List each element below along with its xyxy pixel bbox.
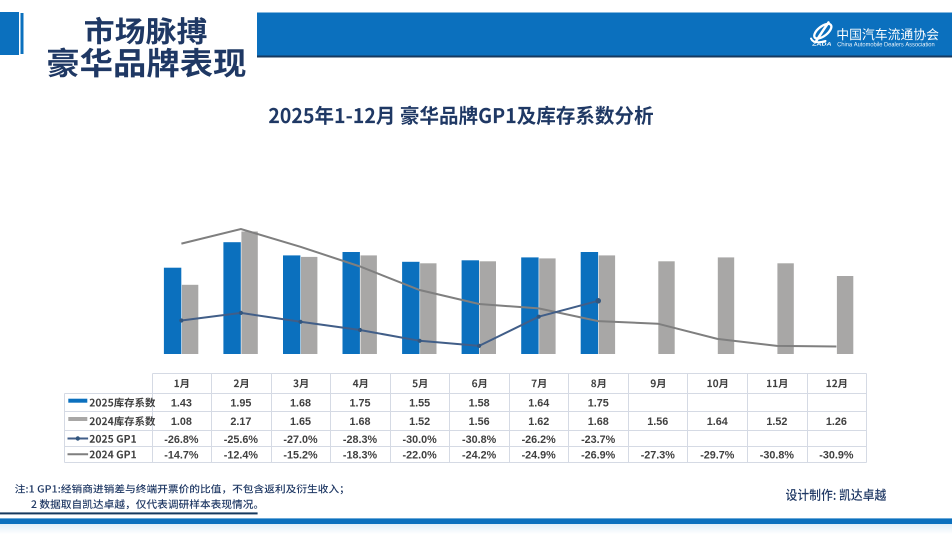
svg-text:-24.9%: -24.9% [522, 449, 557, 461]
svg-text:-18.3%: -18.3% [343, 449, 378, 461]
svg-text:1.58: 1.58 [469, 397, 490, 409]
svg-text:-30.8%: -30.8% [760, 449, 795, 461]
svg-text:1.64: 1.64 [528, 397, 549, 409]
svg-text:1.26: 1.26 [826, 416, 847, 428]
svg-text:-30.9%: -30.9% [819, 449, 854, 461]
svg-text:-23.7%: -23.7% [581, 434, 616, 446]
svg-text:-26.8%: -26.8% [164, 434, 199, 446]
svg-text:1.75: 1.75 [588, 397, 609, 409]
svg-text:1.65: 1.65 [290, 416, 311, 428]
svg-text:-12.4%: -12.4% [224, 449, 259, 461]
svg-text:1.68: 1.68 [588, 416, 609, 428]
svg-text:1.95: 1.95 [230, 397, 251, 409]
svg-text:1.43: 1.43 [171, 397, 192, 409]
svg-text:-30.0%: -30.0% [402, 434, 437, 446]
svg-text:1.55: 1.55 [409, 397, 430, 409]
svg-text:1.62: 1.62 [528, 416, 549, 428]
svg-text:-26.9%: -26.9% [581, 449, 616, 461]
svg-text:-24.2%: -24.2% [462, 449, 497, 461]
svg-text:-25.6%: -25.6% [224, 434, 259, 446]
svg-text:-29.7%: -29.7% [700, 449, 735, 461]
svg-text:1.68: 1.68 [349, 416, 370, 428]
svg-text:1.75: 1.75 [349, 397, 370, 409]
svg-text:1.08: 1.08 [171, 416, 192, 428]
svg-text:1.52: 1.52 [409, 416, 430, 428]
svg-text:2.17: 2.17 [230, 416, 251, 428]
svg-text:-26.2%: -26.2% [522, 434, 557, 446]
svg-text:-28.3%: -28.3% [343, 434, 378, 446]
svg-text:1.52: 1.52 [766, 416, 787, 428]
svg-text:-15.2%: -15.2% [283, 449, 318, 461]
svg-text:1.56: 1.56 [469, 416, 490, 428]
svg-text:-27.0%: -27.0% [283, 434, 318, 446]
svg-text:-14.7%: -14.7% [164, 449, 199, 461]
svg-text:-22.0%: -22.0% [402, 449, 437, 461]
svg-text:-30.8%: -30.8% [462, 434, 497, 446]
svg-text:1.56: 1.56 [647, 416, 668, 428]
svg-text:1.64: 1.64 [707, 416, 728, 428]
svg-text:-27.3%: -27.3% [641, 449, 676, 461]
svg-text:1.68: 1.68 [290, 397, 311, 409]
